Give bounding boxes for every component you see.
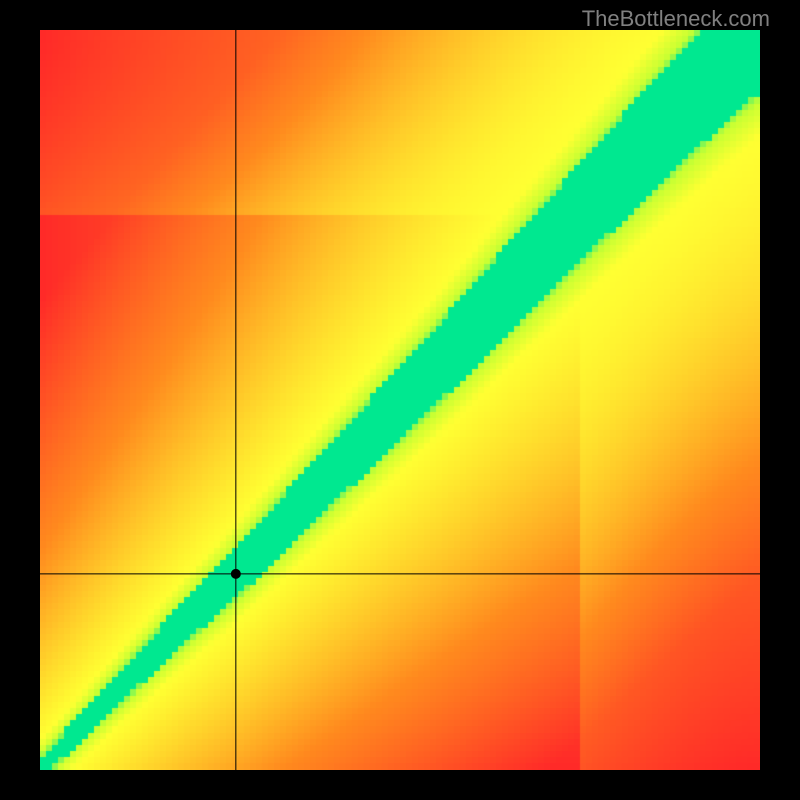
watermark-text: TheBottleneck.com	[582, 6, 770, 32]
bottleneck-heatmap	[40, 30, 760, 770]
chart-container: { "watermark": { "text": "TheBottleneck.…	[0, 0, 800, 800]
